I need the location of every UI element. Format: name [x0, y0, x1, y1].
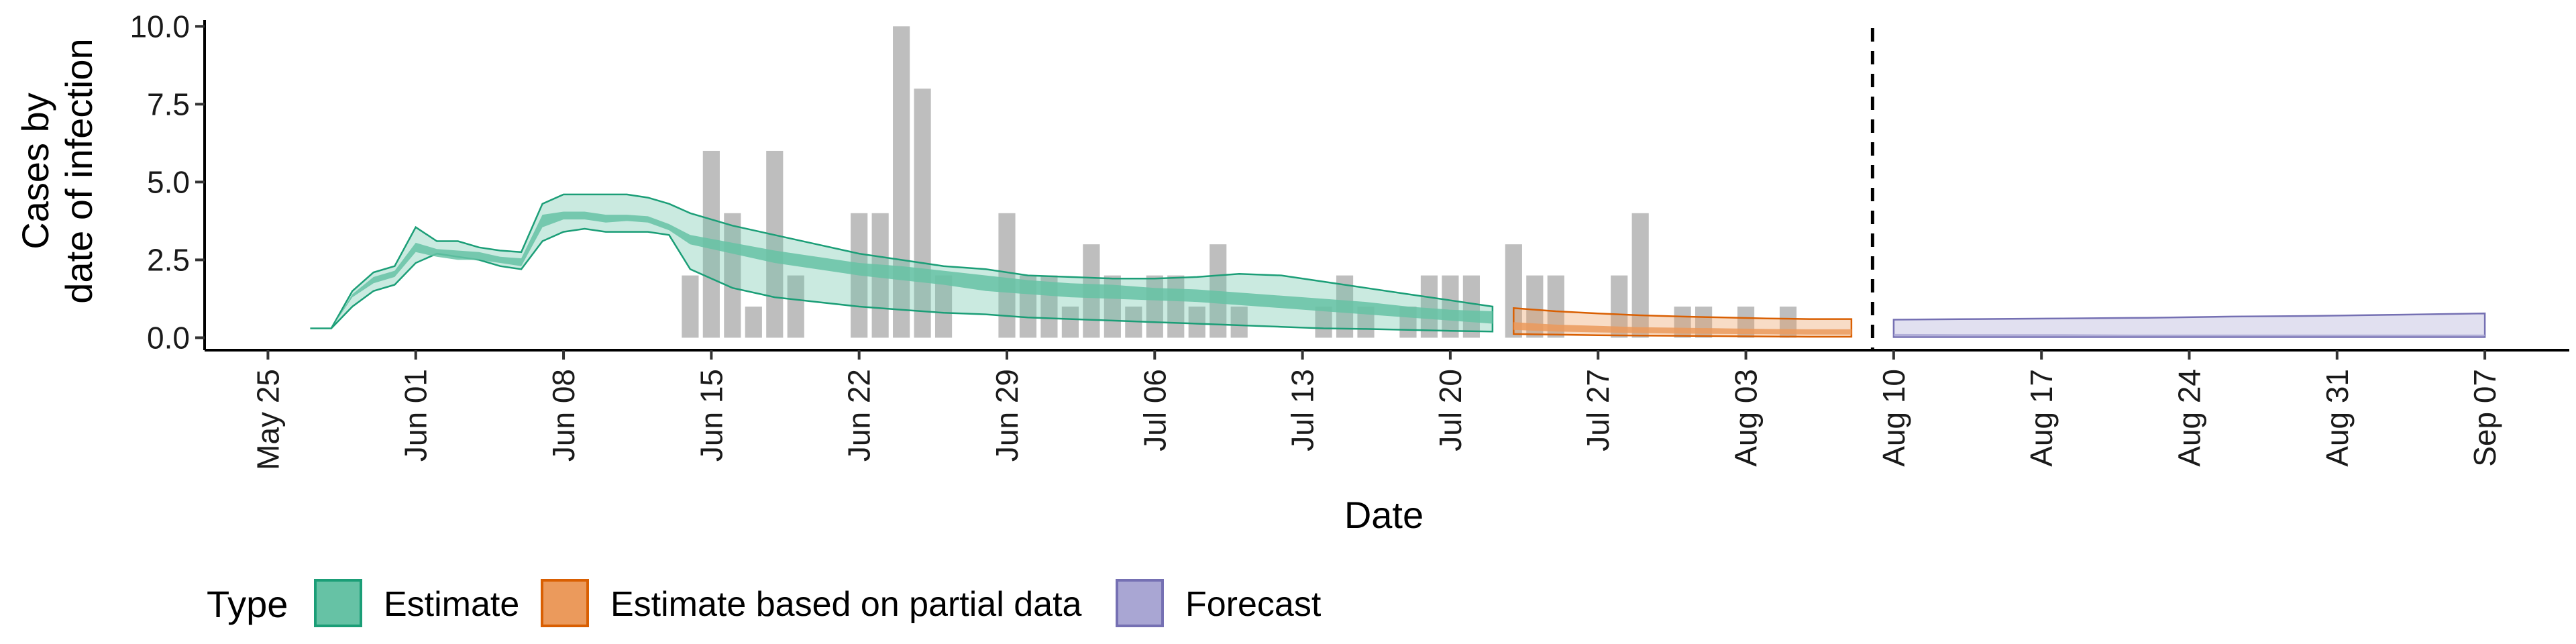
y-tick-label: 0.0	[147, 320, 190, 355]
x-axis-title: Date	[1344, 494, 1424, 536]
observed-case-bar	[1230, 307, 1248, 338]
observed-case-bar	[914, 89, 931, 338]
legend-title: Type	[207, 583, 288, 625]
legend-key-partial-estimate	[541, 579, 589, 627]
forecast-outer-band	[1892, 312, 2486, 338]
observed-case-bar	[1167, 275, 1185, 338]
x-tick-label: Jun 22	[842, 369, 877, 462]
observed-case-bar	[893, 26, 910, 338]
estimate-bands	[310, 193, 2486, 338]
y-axis-ticks: 0.0 2.5 5.0 7.5 10.0	[129, 9, 205, 355]
x-tick-label: Sep 07	[2467, 369, 2502, 467]
observed-case-bar	[934, 275, 953, 338]
x-tick-label: May 25	[250, 369, 285, 470]
y-tick-label: 7.5	[147, 87, 190, 121]
y-axis-title: Cases by date of infection	[14, 38, 100, 303]
observed-case-bar	[1420, 275, 1438, 338]
observed-case-bar	[787, 275, 804, 338]
legend-label-forecast: Forecast	[1185, 585, 1322, 624]
observed-case-bar	[766, 150, 784, 338]
observed-case-bar	[1631, 213, 1649, 338]
observed-case-bar	[1061, 307, 1079, 338]
x-tick-label: Jun 08	[546, 369, 581, 462]
observed-case-bar	[724, 213, 741, 338]
x-tick-label: Aug 31	[2320, 369, 2355, 467]
observed-case-bar	[1442, 275, 1459, 338]
observed-case-bar	[1188, 307, 1205, 338]
axes: May 25 Jun 01 Jun 08 Jun 15 Jun 22 Jun 29 Jul …	[129, 9, 2569, 470]
y-tick-label: 2.5	[147, 242, 190, 277]
x-tick-label: Jun 15	[694, 369, 729, 462]
x-tick-label: Aug 03	[1729, 369, 1764, 467]
x-tick-label: Jun 01	[398, 369, 433, 462]
legend-label-partial-estimate: Estimate based on partial data	[610, 585, 1082, 624]
estimate-based-on-partial-data-inner-band	[1513, 322, 1851, 335]
x-tick-label: Jul 27	[1580, 369, 1615, 451]
y-tick-label: 10.0	[129, 9, 190, 44]
legend-label-estimate: Estimate	[384, 585, 519, 624]
x-tick-label: Jul 20	[1433, 369, 1468, 451]
x-tick-label: Aug 24	[2171, 369, 2206, 467]
x-tick-label: Aug 17	[2024, 369, 2059, 467]
legend-key-forecast	[1116, 579, 1164, 627]
observed-case-bar	[1462, 275, 1480, 338]
x-tick-label: Jul 06	[1137, 369, 1172, 451]
observed-case-bar	[1315, 307, 1332, 338]
x-tick-label: Jun 29	[989, 369, 1024, 462]
y-axis-title-line-2: date of infection	[58, 38, 100, 303]
x-tick-label: Jul 13	[1285, 369, 1320, 451]
x-axis-ticks: May 25 Jun 01 Jun 08 Jun 15 Jun 22 Jun 29 Jul …	[250, 350, 2502, 470]
observed-case-bar	[745, 307, 762, 338]
observed-case-bar	[682, 275, 699, 338]
forecast-inner-band	[1893, 333, 2485, 337]
legend-key-estimate	[314, 579, 362, 627]
legend: Type Estimate Estimate based on partial …	[207, 579, 1322, 627]
x-tick-label: Aug 10	[1876, 369, 1911, 467]
y-tick-label: 5.0	[147, 164, 190, 199]
y-axis-title-line-1: Cases by	[14, 93, 56, 249]
estimate-inner-band	[310, 211, 1493, 329]
observed-case-bar	[1146, 275, 1163, 338]
